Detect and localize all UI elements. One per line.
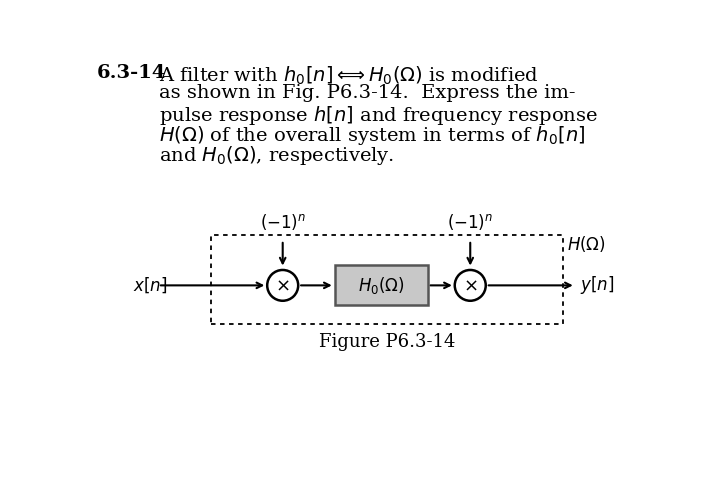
Circle shape xyxy=(267,270,298,301)
Text: $H_0(\Omega)$: $H_0(\Omega)$ xyxy=(358,275,405,296)
Circle shape xyxy=(455,270,486,301)
Text: as shown in Fig. P6.3-14.  Express the im-: as shown in Fig. P6.3-14. Express the im… xyxy=(159,84,575,103)
Text: $\times$: $\times$ xyxy=(463,276,478,294)
Text: $x[n]$: $x[n]$ xyxy=(133,275,167,295)
Text: $(-1)^n$: $(-1)^n$ xyxy=(260,212,306,232)
Text: $(-1)^n$: $(-1)^n$ xyxy=(447,212,493,232)
Text: $H(\Omega)$: $H(\Omega)$ xyxy=(567,234,606,254)
Text: Figure P6.3-14: Figure P6.3-14 xyxy=(319,333,455,351)
FancyBboxPatch shape xyxy=(334,265,428,305)
Text: pulse response $h[n]$ and frequency response: pulse response $h[n]$ and frequency resp… xyxy=(159,105,598,127)
Bar xyxy=(211,236,563,324)
Text: $\times$: $\times$ xyxy=(275,276,290,294)
Text: $H(\Omega)$ of the overall system in terms of $h_0[n]$: $H(\Omega)$ of the overall system in ter… xyxy=(159,124,585,147)
Text: 6.3-14: 6.3-14 xyxy=(97,64,166,82)
Text: and $H_0(\Omega)$, respectively.: and $H_0(\Omega)$, respectively. xyxy=(159,144,394,167)
Text: A filter with $h_0[n] \Longleftrightarrow H_0(\Omega)$ is modified: A filter with $h_0[n] \Longleftrightarro… xyxy=(159,64,539,87)
Text: $y[n]$: $y[n]$ xyxy=(581,274,615,296)
